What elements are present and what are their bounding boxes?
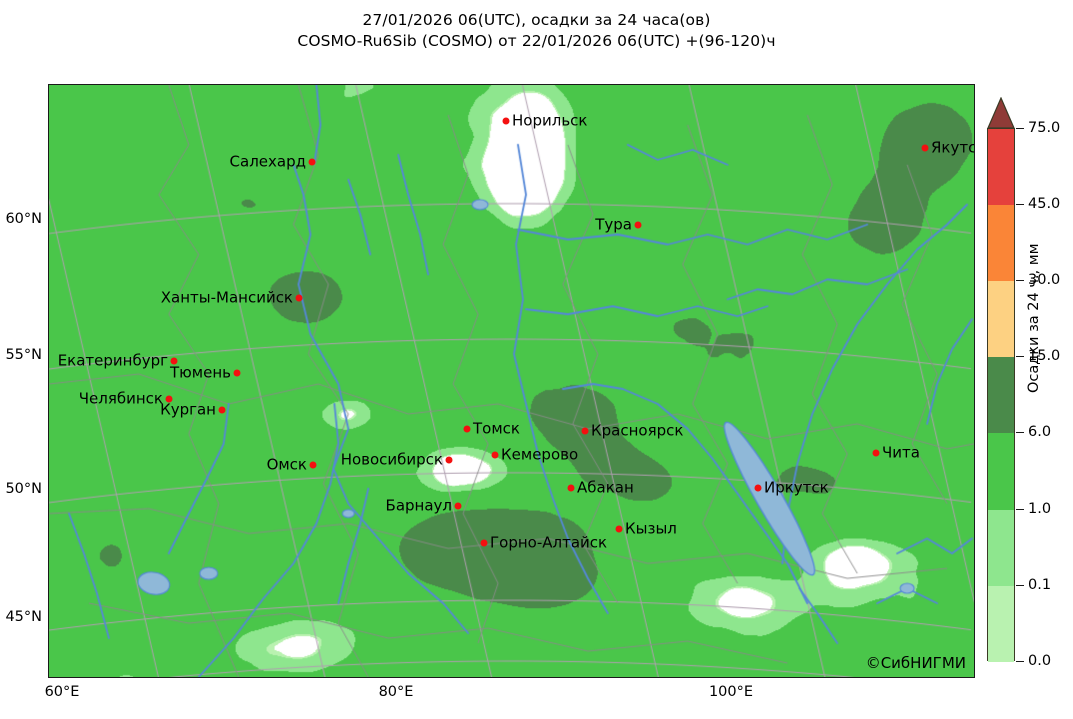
city-marker[interactable]	[233, 369, 241, 377]
colorbar-tick-mark	[1016, 585, 1024, 586]
colorbar-tick-label: 15.0	[1028, 348, 1061, 364]
city-marker[interactable]	[480, 539, 488, 547]
lat-tick-label: 55°N	[5, 347, 42, 363]
colorbar-tick-mark	[1016, 128, 1024, 129]
city-label: Томск	[473, 419, 520, 438]
lat-tick-label: 45°N	[5, 609, 42, 625]
city-label: Барнаул	[385, 496, 452, 515]
city-label: Якутск	[931, 138, 974, 157]
city-marker[interactable]	[170, 357, 178, 365]
city-marker[interactable]	[309, 461, 317, 469]
city-label: Иркутск	[764, 478, 829, 497]
city-label: Тура	[595, 215, 632, 234]
colorbar-tick-label: 0.1	[1028, 577, 1052, 593]
colorbar-tick-label: 45.0	[1028, 196, 1061, 212]
colorbar-tick-mark	[1016, 356, 1024, 357]
colorbar-band	[988, 281, 1014, 357]
city-marker[interactable]	[921, 144, 929, 152]
lon-tick-label: 100°E	[708, 684, 754, 700]
colorbar-band	[988, 433, 1014, 510]
city-marker[interactable]	[615, 525, 623, 533]
city-label: Омск	[266, 455, 307, 474]
city-marker[interactable]	[165, 395, 173, 403]
colorbar-tick-mark	[1016, 280, 1024, 281]
city-label: Салехард	[229, 152, 306, 171]
lon-tick-label: 60°E	[44, 684, 80, 700]
city-marker[interactable]	[454, 502, 462, 510]
city-marker[interactable]	[581, 427, 589, 435]
city-label: Чита	[882, 443, 920, 462]
title-line-1: 27/01/2026 06(UTC), осадки за 24 часа(ов…	[362, 11, 711, 29]
colorbar-tick-label: 75.0	[1028, 120, 1061, 136]
colorbar-band	[988, 357, 1014, 433]
city-label: Норильск	[512, 111, 588, 130]
city-label: Новосибирск	[340, 450, 443, 469]
colorbar-tick-label: 30.0	[1028, 272, 1061, 288]
lat-tick-label: 50°N	[5, 481, 42, 497]
copyright-label: ©СибНИГМИ	[865, 654, 966, 672]
city-label: Екатеринбург	[57, 351, 168, 370]
colorbar-band	[988, 129, 1014, 205]
map-raster	[49, 85, 974, 677]
city-marker[interactable]	[491, 451, 499, 459]
colorbar-band	[988, 586, 1014, 662]
city-marker[interactable]	[295, 294, 303, 302]
city-marker[interactable]	[502, 117, 510, 125]
city-marker[interactable]	[445, 456, 453, 464]
colorbar-tick-mark	[1016, 204, 1024, 205]
colorbar-tick-label: 1.0	[1028, 501, 1052, 517]
colorbar-band	[988, 510, 1014, 586]
city-label: Курган	[160, 400, 216, 419]
colorbar-tick-label: 6.0	[1028, 424, 1052, 440]
colorbar-band	[988, 205, 1014, 281]
city-label: Ханты-Мансийск	[160, 288, 293, 307]
city-marker[interactable]	[754, 484, 762, 492]
title-line-2: COSMO-Ru6Sib (COSMO) от 22/01/2026 06(UT…	[297, 31, 776, 50]
city-label: Горно-Алтайск	[490, 533, 608, 552]
city-label: Кызыл	[625, 519, 677, 538]
page-title: 27/01/2026 06(UTC), осадки за 24 часа(ов…	[0, 10, 1073, 52]
city-marker[interactable]	[872, 449, 880, 457]
colorbar[interactable]	[987, 128, 1015, 662]
colorbar-tick-mark	[1016, 509, 1024, 510]
precipitation-map[interactable]: Норильск Якутск Салехард Тура Ханты-Мансийск…	[48, 84, 975, 678]
city-marker[interactable]	[308, 158, 316, 166]
city-label: Кемерово	[501, 445, 579, 464]
city-marker[interactable]	[634, 221, 642, 229]
city-marker[interactable]	[567, 484, 575, 492]
city-marker[interactable]	[218, 406, 226, 414]
colorbar-tick-mark	[1016, 661, 1024, 662]
city-marker[interactable]	[463, 425, 471, 433]
city-label: Челябинск	[78, 389, 163, 408]
city-label: Красноярск	[591, 421, 684, 440]
city-label: Абакан	[577, 478, 634, 497]
lat-tick-label: 60°N	[5, 211, 42, 227]
colorbar-tick-label: 0.0	[1028, 653, 1052, 669]
colorbar-extend-arrow	[987, 97, 1015, 129]
lon-tick-label: 80°E	[378, 684, 414, 700]
city-label: Тюмень	[170, 363, 231, 382]
colorbar-axis-label: Осадки за 24 ч., мм	[1026, 243, 1042, 393]
colorbar-tick-mark	[1016, 432, 1024, 433]
